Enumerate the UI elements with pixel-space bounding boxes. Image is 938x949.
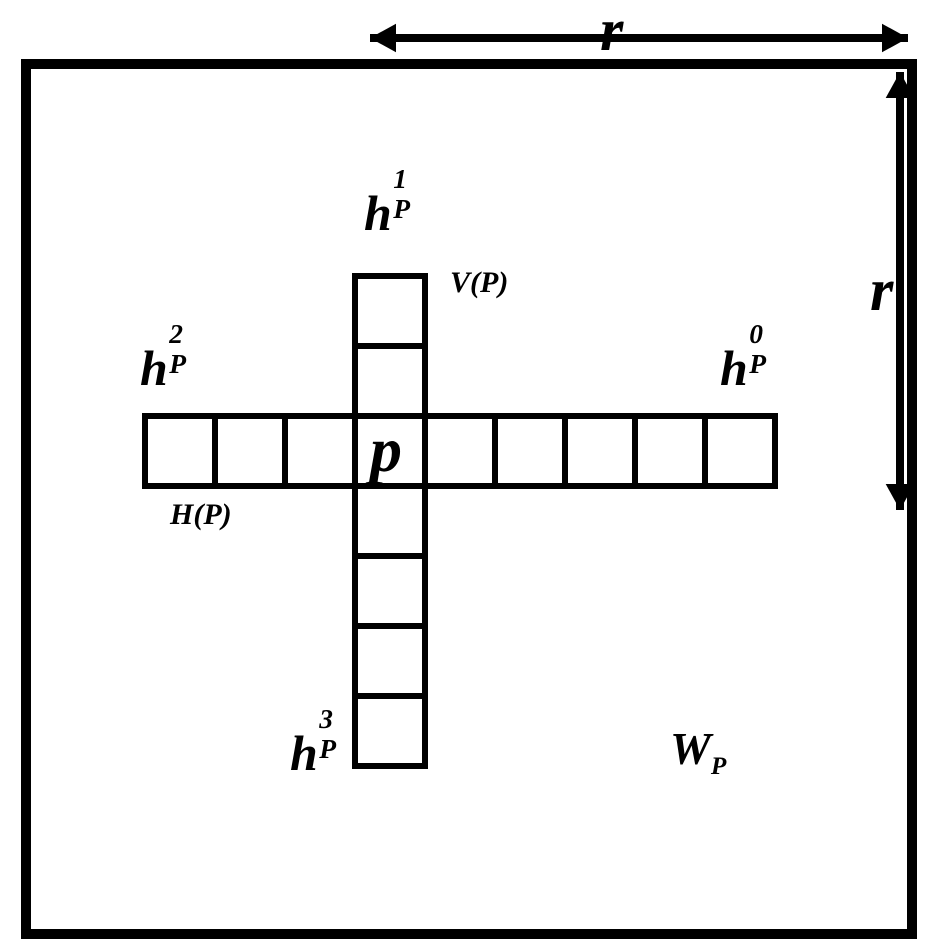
dimension-top-arrow-right <box>882 24 908 53</box>
label-h0: h0P <box>720 335 778 393</box>
label-p: p <box>370 418 402 482</box>
diagram-svg <box>0 0 938 949</box>
dimension-top-arrow-left <box>370 24 396 53</box>
label-vP: V(P) <box>450 268 508 298</box>
label-h2: h2P <box>140 335 198 393</box>
label-h3: h3P <box>290 720 348 778</box>
outer-box <box>26 64 912 934</box>
hstrip-box <box>145 416 775 486</box>
label-hP: H(P) <box>170 500 232 530</box>
label-h1: h1P <box>364 180 422 238</box>
vstrip-box <box>355 276 425 766</box>
dimension-label-top: r <box>600 0 623 60</box>
dimension-label-right: r <box>870 260 893 320</box>
diagram-stage: r r p V(P) H(P) h0P h1P h2P h3P WP <box>0 0 938 949</box>
label-wP: WP <box>670 726 726 779</box>
